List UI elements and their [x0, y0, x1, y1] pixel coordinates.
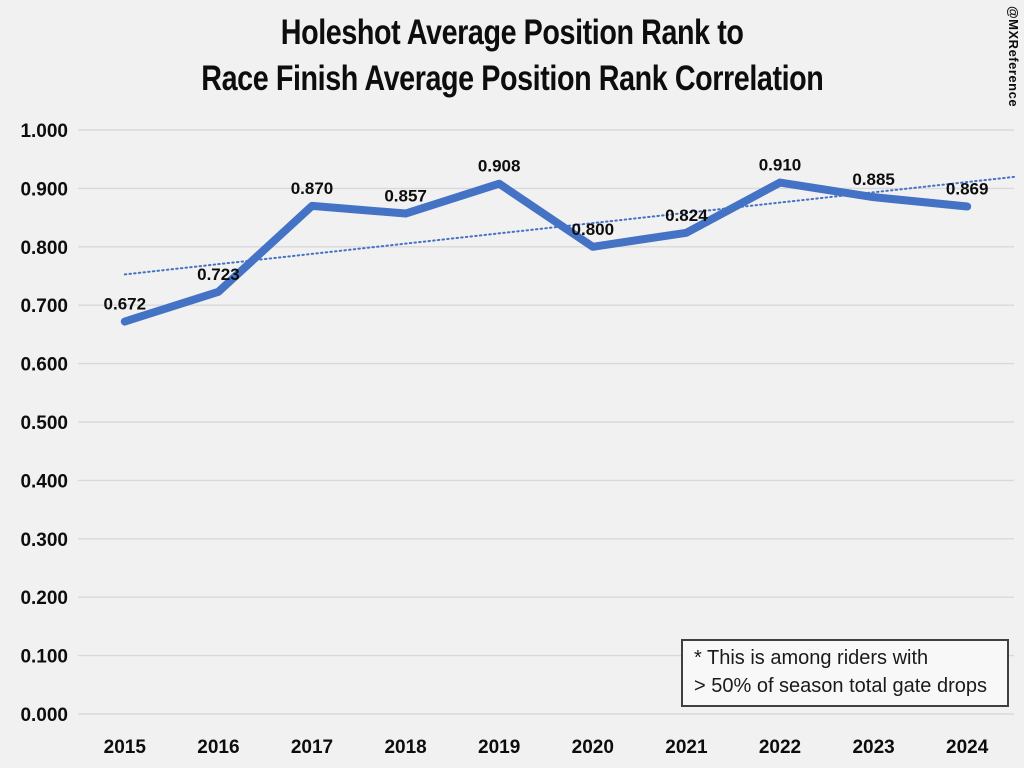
y-axis-tick-label: 0.400: [20, 471, 68, 492]
y-axis-tick-label: 0.500: [20, 413, 68, 434]
data-label: 0.908: [478, 157, 521, 176]
x-axis-tick-label: 2016: [197, 737, 239, 758]
x-axis-tick-label: 2023: [852, 737, 894, 758]
watermark-credit: @MXReference: [1006, 6, 1021, 108]
x-axis-tick-label: 2018: [384, 737, 426, 758]
data-label: 0.800: [572, 220, 615, 239]
data-label: 0.910: [759, 156, 802, 175]
x-axis-tick-label: 2015: [104, 737, 147, 758]
y-axis-tick-label: 0.900: [20, 179, 68, 200]
x-axis-tick-label: 2024: [946, 737, 989, 758]
x-axis-tick-label: 2020: [572, 737, 614, 758]
data-label: 0.723: [197, 265, 240, 284]
data-label: 0.824: [665, 206, 708, 225]
y-axis-tick-label: 0.300: [20, 530, 68, 551]
series-line: [120, 178, 972, 326]
annotation-box: * This is among riders with > 50% of sea…: [681, 639, 1009, 707]
y-axis-tick-label: 0.800: [20, 238, 68, 259]
data-label: 0.672: [104, 295, 147, 314]
data-label: 0.857: [384, 187, 427, 206]
data-label: 0.870: [291, 179, 334, 198]
x-axis-tick-label: 2017: [291, 737, 333, 758]
annotation-line2: > 50% of season total gate drops: [694, 675, 987, 697]
x-axis-tick-label: 2021: [665, 737, 708, 758]
y-axis-tick-label: 0.100: [20, 647, 68, 668]
chart-title-line2: Race Finish Average Position Rank Correl…: [200, 59, 824, 98]
data-label: 0.885: [852, 170, 895, 189]
trendline: [123, 175, 1015, 276]
y-axis-tick-label: 0.600: [20, 355, 68, 376]
y-axis-tick-label: 0.200: [20, 588, 68, 609]
x-axis-tick-label: 2022: [759, 737, 801, 758]
chart-title-line1: Holeshot Average Position Rank to: [280, 13, 744, 52]
y-axis-tick-label: 0.700: [20, 296, 68, 317]
annotation-line1: * This is among riders with: [694, 647, 929, 669]
y-axis-tick-label: 1.000: [20, 121, 68, 142]
chart-title: Holeshot Average Position Rank to Race F…: [0, 10, 1024, 102]
x-axis-tick-label: 2019: [478, 737, 520, 758]
y-axis-tick-label: 0.000: [20, 705, 68, 726]
data-label: 0.869: [946, 180, 989, 199]
